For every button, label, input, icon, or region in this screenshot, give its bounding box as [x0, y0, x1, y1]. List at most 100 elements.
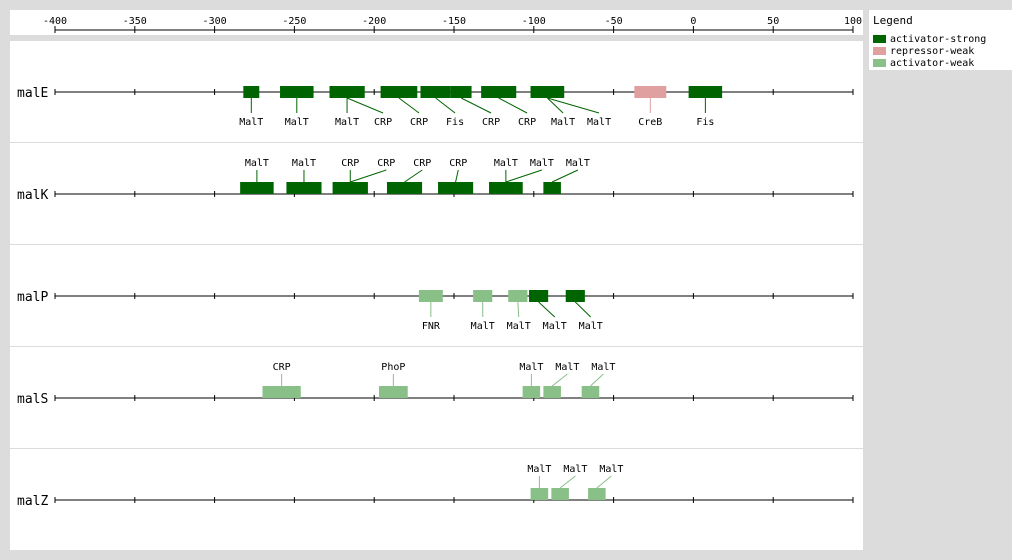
legend-item-repressor-weak: repressor-weak: [873, 46, 974, 57]
axis-tick-label: -350: [123, 16, 147, 27]
gene-row-malZ: malZ MalT MalT MalT: [10, 449, 863, 550]
gene-rows: malE MalT MalT MalT CRP CRP Fis CRP CRP MalT MalT C…: [10, 41, 863, 550]
binding-site-box: [508, 290, 528, 302]
site-connector: [498, 97, 528, 114]
axis-tick-label: -400: [43, 16, 67, 27]
binding-site-box: [450, 86, 472, 98]
gene-row-malK: malK MalT MalT CRP CRP CRP CRP MalT MalT MalT: [10, 143, 863, 244]
site-label: MalT: [239, 117, 263, 128]
gene-name: malK: [17, 188, 48, 203]
legend-title: Legend: [873, 14, 913, 27]
axis-tick-label: -250: [282, 16, 306, 27]
site-connector: [596, 475, 612, 489]
site-connector: [547, 97, 564, 114]
gene-name: malS: [17, 392, 48, 407]
site-label: MalT: [527, 464, 551, 475]
binding-site-box: [329, 86, 365, 98]
binding-site-box: [386, 182, 423, 194]
axis-tick-label: -200: [362, 16, 386, 27]
binding-site-box: [418, 290, 443, 302]
site-connector: [517, 301, 520, 318]
gene-name: malZ: [17, 494, 48, 509]
site-label: MalT: [566, 158, 590, 169]
binding-site-box: [380, 86, 418, 98]
site-label: CRP: [518, 117, 536, 128]
binding-site-box: [378, 386, 408, 398]
binding-site-box: [588, 488, 606, 500]
site-connector: [574, 301, 592, 318]
site-label: FNR: [422, 321, 441, 332]
site-label: CRP: [413, 158, 431, 169]
binding-site-box: [262, 386, 301, 398]
site-label: MalT: [335, 117, 359, 128]
binding-site-box: [565, 290, 585, 302]
binding-site-box: [529, 290, 549, 302]
site-label: MalT: [599, 464, 623, 475]
axis-tick-label: -150: [442, 16, 466, 27]
binding-site-box: [332, 182, 368, 194]
gene-name: malE: [17, 86, 48, 101]
site-label: CRP: [449, 158, 467, 169]
axis-tick-label: -300: [203, 16, 227, 27]
legend-item-activator-strong: activator-strong: [873, 34, 986, 45]
site-label: CRP: [273, 362, 291, 373]
site-label: MalT: [292, 158, 316, 169]
site-label: MalT: [579, 321, 603, 332]
site-connector: [505, 169, 543, 183]
site-label: CRP: [377, 158, 395, 169]
legend-label: activator-strong: [890, 34, 987, 45]
site-connector: [346, 97, 384, 114]
site-connector: [551, 169, 579, 183]
site-label: Fis: [696, 117, 714, 128]
binding-site-box: [581, 386, 600, 398]
legend-swatch: [873, 47, 886, 55]
binding-site-box: [522, 386, 541, 398]
binding-site-box: [634, 86, 667, 98]
position-axis: -400 -350 -300 -250 -200 -150 -100 -50 0 50 100: [43, 16, 862, 33]
binding-site-box: [530, 488, 549, 500]
site-label: MalT: [543, 321, 567, 332]
axis-tick-label: 0: [690, 16, 696, 27]
legend-swatch: [873, 59, 886, 67]
site-label: MalT: [507, 321, 531, 332]
binding-site-box: [688, 86, 723, 98]
legend-swatch: [873, 35, 886, 43]
binding-site-box: [543, 386, 561, 398]
site-label: MalT: [245, 158, 269, 169]
site-connector: [551, 373, 568, 387]
binding-site-box: [286, 182, 322, 194]
site-connector: [404, 169, 423, 183]
axis-tick-label: 50: [767, 16, 779, 27]
site-connector: [435, 97, 456, 114]
site-label: Fis: [446, 117, 464, 128]
binding-site-box: [280, 86, 314, 98]
gene-row-malE: malE MalT MalT MalT CRP CRP Fis CRP CRP MalT MalT C…: [10, 41, 863, 142]
binding-site-box: [481, 86, 517, 98]
site-label: MalT: [551, 117, 575, 128]
site-label: MalT: [285, 117, 309, 128]
site-connector: [538, 301, 556, 318]
site-label: CRP: [374, 117, 392, 128]
site-label: MalT: [471, 321, 495, 332]
site-connector: [547, 97, 600, 114]
site-label: CreB: [638, 117, 662, 128]
gene-row-malS: malS CRP PhoP MalT MalT MalT: [10, 347, 863, 448]
site-label: PhoP: [381, 362, 405, 373]
legend: Legend activator-strong repressor-weak a…: [869, 10, 1012, 70]
legend-item-activator-weak: activator-weak: [873, 58, 974, 69]
site-connector: [350, 169, 387, 183]
binding-site-box: [473, 290, 493, 302]
binding-site-box: [489, 182, 523, 194]
site-label: MalT: [530, 158, 554, 169]
legend-label: repressor-weak: [890, 46, 975, 57]
site-label: MalT: [555, 362, 579, 373]
binding-site-box: [438, 182, 474, 194]
site-connector: [590, 373, 604, 387]
site-label: MalT: [587, 117, 611, 128]
site-label: MalT: [591, 362, 615, 373]
gene-row-malP: malP FNR MalT MalT MalT MalT: [10, 245, 863, 346]
binding-site-box: [543, 182, 561, 194]
site-connector: [460, 97, 492, 114]
site-label: MalT: [494, 158, 518, 169]
